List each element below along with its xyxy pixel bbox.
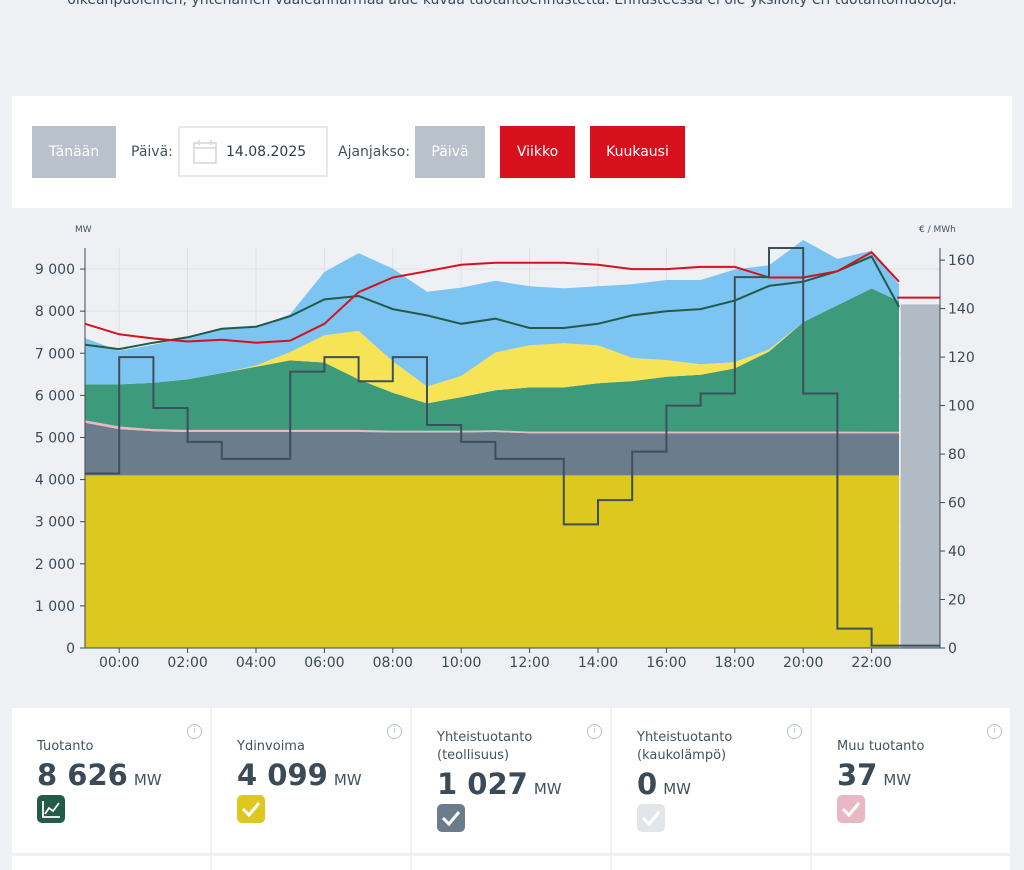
date-label: Päivä:	[131, 144, 173, 160]
info-icon[interactable]: i	[387, 724, 402, 739]
x-tick-label: 16:00	[646, 655, 686, 671]
left-axis-unit: MW	[75, 225, 92, 235]
production-line	[84, 255, 900, 351]
y-tick-label-left: 5 000	[35, 430, 75, 446]
price-line	[85, 247, 940, 647]
card-placeholder	[12, 856, 210, 870]
forecast-area	[900, 304, 940, 648]
y-tick-label-left: 0	[66, 641, 75, 657]
card-title: Yhteistuotanto (kaukolämpö)	[637, 730, 733, 763]
x-tick-label: 10:00	[441, 655, 481, 671]
period-day-button[interactable]: Päivä	[415, 126, 485, 178]
area-nuclear	[85, 475, 899, 648]
x-tick-label: 04:00	[236, 655, 276, 671]
card-value: 4 099 MW	[237, 758, 362, 792]
intro-text: oikeanpuoleinen, yhtenäinen vaaleanharma…	[67, 0, 957, 8]
period-label: Ajanjakso:	[338, 144, 411, 160]
card-value: 8 626 MW	[37, 758, 162, 792]
card-value: 37 MW	[837, 758, 911, 792]
x-tick-label: 14:00	[578, 655, 618, 671]
area-solar	[85, 288, 899, 404]
info-icon[interactable]: i	[987, 724, 1002, 739]
card-unit: MW	[663, 780, 691, 798]
card-production: i Tuotanto 8 626 MW	[12, 708, 210, 853]
card-chp-industry: i Yhteistuotanto (teollisuus) 1 027 MW	[412, 708, 610, 853]
x-tick-label: 02:00	[167, 655, 207, 671]
x-tick-label: 00:00	[99, 655, 139, 671]
card-other-production: i Muu tuotanto 37 MW	[812, 708, 1010, 853]
y-tick-label-left: 1 000	[35, 599, 75, 615]
production-chart: 0 1 000 2 000 3 000 4 000 5 000 6 000 7 000 8 00…	[12, 208, 1012, 708]
y-tick-label-right: 120	[948, 350, 975, 366]
card-number: 1 027	[437, 767, 528, 801]
card-unit: MW	[883, 771, 912, 789]
y-tick-label-right: 40	[948, 544, 966, 560]
x-tick-label: 18:00	[715, 655, 755, 671]
info-icon[interactable]: i	[187, 724, 202, 739]
y-tick-label-left: 8 000	[35, 304, 75, 320]
card-placeholder	[812, 856, 1010, 870]
x-tick-label: 20:00	[783, 655, 823, 671]
card-title: Tuotanto	[37, 739, 94, 754]
card-placeholder	[212, 856, 410, 870]
today-button[interactable]: Tänään	[32, 126, 116, 178]
check-icon	[637, 804, 665, 832]
check-icon	[237, 795, 265, 823]
card-placeholder	[612, 856, 810, 870]
card-chp-district-heat: i Yhteistuotanto (kaukolämpö) 0 MW	[612, 708, 810, 853]
card-placeholder	[412, 856, 610, 870]
chart-line-icon	[37, 795, 65, 823]
x-tick-label: 08:00	[373, 655, 413, 671]
y-tick-label-left: 4 000	[35, 473, 75, 489]
right-axis-unit: € / MWh	[919, 225, 956, 235]
y-tick-label-right: 60	[948, 496, 966, 512]
card-number: 4 099	[237, 758, 328, 792]
date-input[interactable]	[226, 140, 322, 164]
y-tick-label-right: 100	[948, 399, 975, 415]
y-tick-label-right: 160	[948, 253, 975, 269]
y-tick-label-right: 140	[948, 302, 975, 318]
card-title: Ydinvoima	[237, 739, 305, 754]
check-icon	[837, 795, 865, 823]
card-title: Yhteistuotanto (teollisuus)	[437, 730, 533, 763]
card-number: 0	[637, 767, 658, 801]
card-unit: MW	[533, 780, 562, 798]
y-tick-label-right: 20	[948, 593, 966, 609]
area-wind	[85, 240, 899, 387]
y-tick-label-left: 2 000	[35, 557, 75, 573]
x-tick-label: 12:00	[509, 655, 549, 671]
card-number: 8 626	[37, 758, 128, 792]
info-icon[interactable]: i	[587, 724, 602, 739]
card-unit: MW	[133, 771, 162, 789]
card-title: Muu tuotanto	[837, 739, 925, 754]
card-value: 0 MW	[637, 767, 691, 801]
area-hydro	[85, 288, 899, 432]
date-picker[interactable]	[178, 126, 328, 177]
check-icon	[437, 804, 465, 832]
y-tick-label-left: 9 000	[35, 262, 75, 278]
x-tick-label: 06:00	[304, 655, 344, 671]
calendar-icon	[193, 140, 217, 164]
card-value: 1 027 MW	[437, 767, 562, 801]
card-number: 37	[837, 758, 878, 792]
y-tick-label-left: 7 000	[35, 346, 75, 362]
date-toolbar: Tänään Päivä: Ajanjakso: Päivä Viikko Ku…	[12, 96, 1012, 208]
x-tick-label: 22:00	[851, 655, 891, 671]
period-week-button[interactable]: Viikko	[500, 126, 575, 178]
info-icon[interactable]: i	[787, 724, 802, 739]
y-tick-label-left: 3 000	[35, 515, 75, 531]
y-tick-label-right: 80	[948, 447, 966, 463]
y-tick-label-right: 0	[948, 641, 957, 657]
production-cards: i Tuotanto 8 626 MW i Ydinvoima 4 099 MW i…	[12, 708, 1012, 870]
area-other	[85, 420, 899, 434]
production-chart-svg: 0 1 000 2 000 3 000 4 000 5 000 6 000 7 000 8 00…	[35, 225, 975, 671]
y-tick-label-left: 6 000	[35, 388, 75, 404]
card-nuclear: i Ydinvoima 4 099 MW	[212, 708, 410, 853]
card-unit: MW	[333, 771, 362, 789]
area-chp_industry	[85, 422, 899, 476]
period-month-button[interactable]: Kuukausi	[590, 126, 685, 178]
